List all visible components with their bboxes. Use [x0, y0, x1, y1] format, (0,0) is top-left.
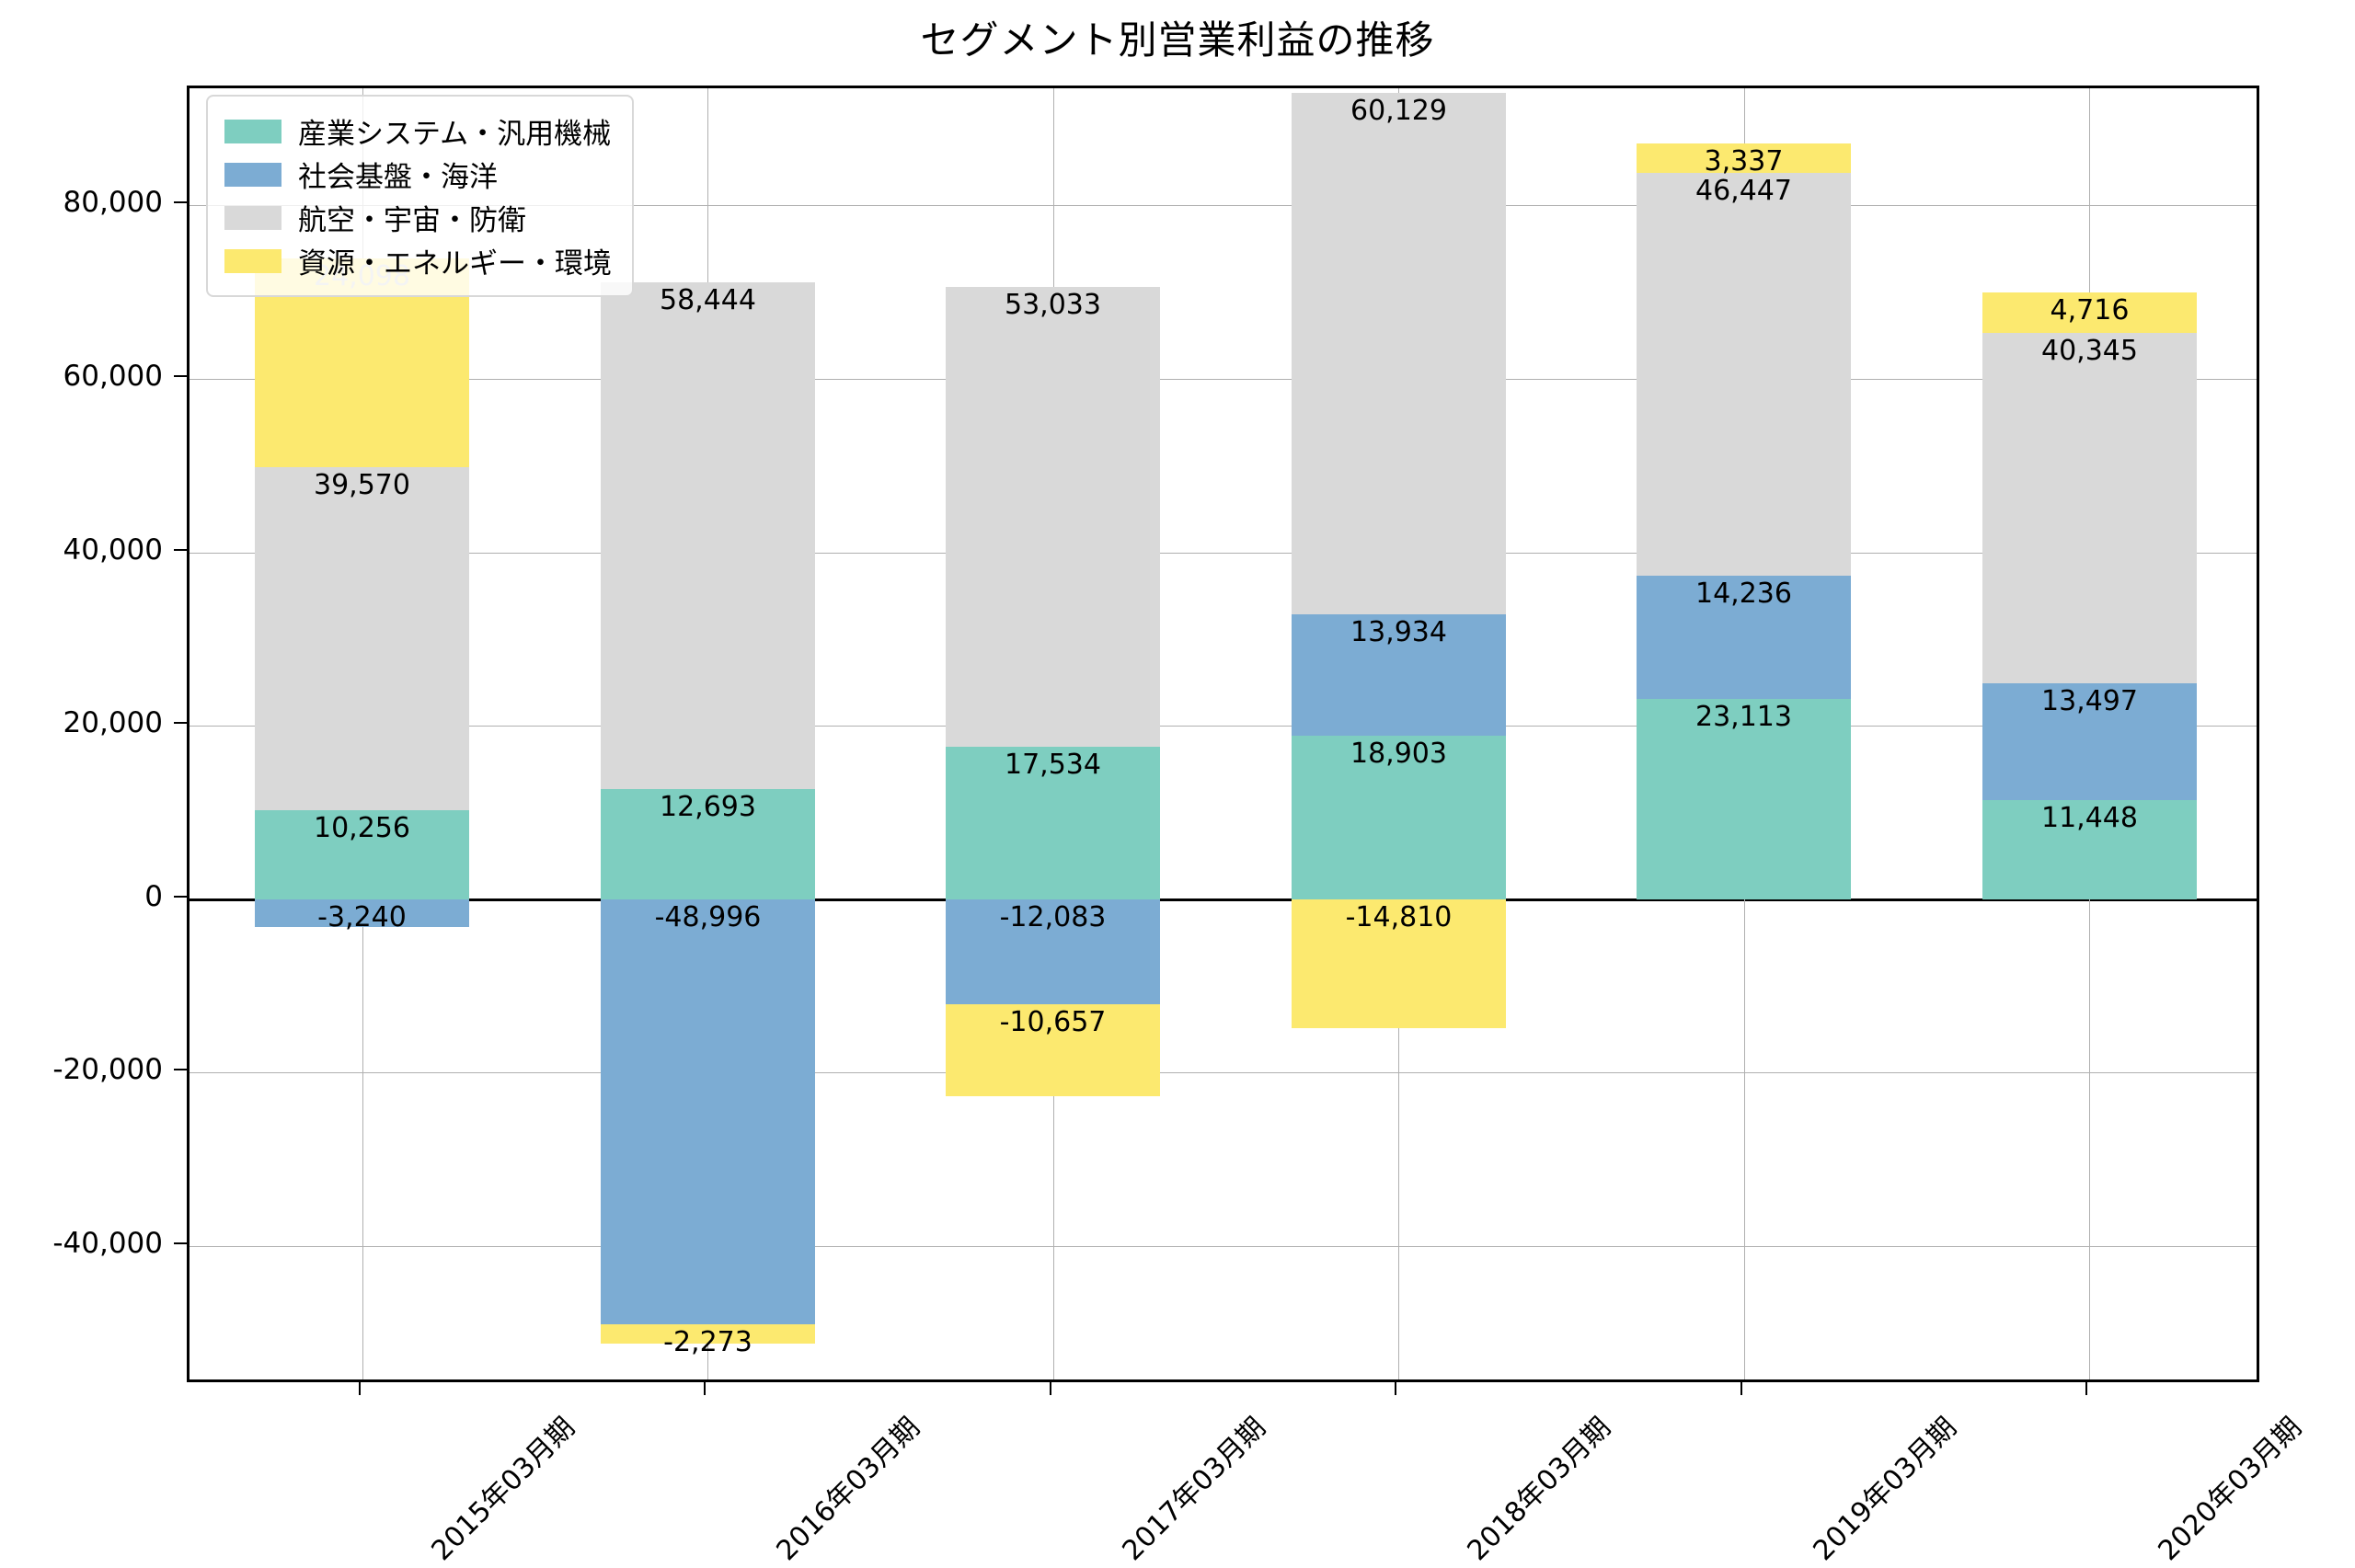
y-tick-mark: [174, 374, 187, 377]
gridline-horizontal: [190, 726, 2257, 727]
gridline-horizontal: [190, 378, 2257, 380]
y-axis-title: 営業利益（百万円）: [0, 0, 55, 1561]
y-tick-label: 80,000: [63, 186, 163, 220]
x-tick-label: 2015年03月期: [425, 1411, 581, 1568]
y-tick-mark: [174, 1242, 187, 1245]
legend-item-label: 産業システム・汎用機械: [298, 118, 612, 151]
y-tick-label: -40,000: [52, 1227, 163, 1261]
bar-value-label: 11,448: [2041, 801, 2138, 834]
gridline-horizontal: [190, 1246, 2257, 1248]
legend-item-0[interactable]: 産業システム・汎用機械: [224, 109, 612, 153]
y-tick-label: 60,000: [63, 359, 163, 393]
legend-swatch-icon: [224, 162, 281, 187]
bar-value-label: -12,083: [999, 900, 1107, 933]
bar-segment[interactable]: 10,256: [255, 810, 469, 899]
x-tick-label: 2017年03月期: [1116, 1411, 1272, 1568]
bar-segment[interactable]: 18,903: [1292, 735, 1506, 899]
bar-segment[interactable]: 58,444: [601, 281, 815, 790]
bar-value-label: 10,256: [314, 812, 410, 845]
bar-value-label: 14,236: [1695, 577, 1792, 610]
y-tick-label: 40,000: [63, 532, 163, 567]
legend-item-label: 航空・宇宙・防衛: [298, 204, 526, 237]
bar-segment[interactable]: -12,083: [946, 898, 1160, 1004]
x-tick-mark: [2085, 1382, 2088, 1395]
bar-segment[interactable]: 13,934: [1292, 614, 1506, 736]
bar-segment[interactable]: -48,996: [601, 898, 815, 1324]
x-tick-mark: [1395, 1382, 1397, 1395]
chart-legend[interactable]: 産業システム・汎用機械 社会基盤・海洋 航空・宇宙・防衛資源・エネルギー・環境: [206, 95, 634, 297]
bar-value-label: 4,716: [2050, 293, 2130, 326]
bar-segment[interactable]: 53,033: [946, 287, 1160, 748]
gridline-horizontal: [190, 552, 2257, 554]
x-tick-mark: [704, 1382, 706, 1395]
bar-segment[interactable]: 11,448: [1982, 799, 2197, 899]
gridline-horizontal: [190, 205, 2257, 207]
gridline-horizontal: [190, 1072, 2257, 1074]
bar-value-label: 12,693: [660, 791, 756, 824]
y-tick-mark: [174, 895, 187, 898]
bar-value-label: 23,113: [1695, 700, 1792, 733]
bar-segment[interactable]: 40,345: [1982, 333, 2197, 683]
bar-segment[interactable]: 46,447: [1637, 172, 1851, 576]
y-tick-label: 0: [144, 879, 163, 913]
bar-value-label: -10,657: [999, 1005, 1107, 1038]
bar-segment[interactable]: 4,716: [1982, 292, 2197, 334]
y-tick-label: 20,000: [63, 706, 163, 740]
legend-item-label: 社会基盤・海洋: [298, 161, 498, 194]
bar-segment[interactable]: -2,273: [601, 1323, 815, 1358]
x-tick-mark: [358, 1382, 361, 1395]
bar-segment[interactable]: 3,337: [1637, 143, 1851, 177]
bar-value-label: -14,810: [1345, 900, 1453, 933]
zero-baseline: [190, 898, 2257, 901]
legend-item-3[interactable]: 資源・エネルギー・環境: [224, 239, 612, 282]
page-title: セグメント別営業利益の推移: [920, 17, 1435, 63]
bar-value-label: 46,447: [1695, 174, 1792, 207]
bar-value-label: 39,570: [314, 468, 410, 501]
bar-value-label: 60,129: [1350, 95, 1447, 128]
bar-segment[interactable]: 60,129: [1292, 93, 1506, 615]
legend-item-1[interactable]: 社会基盤・海洋: [224, 153, 612, 196]
legend-swatch-icon: [224, 248, 281, 273]
x-tick-label: 2016年03月期: [770, 1411, 927, 1568]
bar-value-label: -48,996: [654, 900, 762, 933]
y-tick-mark: [174, 201, 187, 204]
y-tick-mark: [174, 548, 187, 551]
y-tick-mark: [174, 1069, 187, 1071]
bar-value-label: 13,497: [2041, 684, 2138, 717]
x-tick-label: 2019年03月期: [1807, 1411, 1963, 1568]
x-tick-mark: [1740, 1382, 1742, 1395]
bar-segment[interactable]: 17,534: [946, 747, 1160, 899]
bar-segment[interactable]: 12,693: [601, 789, 815, 899]
bar-segment[interactable]: 14,236: [1637, 575, 1851, 699]
bar-segment[interactable]: -3,240: [255, 898, 469, 933]
x-tick-mark: [1049, 1382, 1051, 1395]
bar-segment[interactable]: 13,497: [1982, 682, 2197, 800]
bar-value-label: 17,534: [1005, 749, 1101, 782]
y-tick-label: -20,000: [52, 1053, 163, 1087]
x-tick-label: 2020年03月期: [2152, 1411, 2309, 1568]
bar-value-label: 13,934: [1350, 616, 1447, 649]
bar-segment[interactable]: 39,570: [255, 466, 469, 811]
legend-swatch-icon: [224, 119, 281, 143]
legend-swatch-icon: [224, 205, 281, 230]
y-tick-mark: [174, 722, 187, 725]
bar-segment[interactable]: -14,810: [1292, 898, 1506, 1028]
x-tick-label: 2018年03月期: [1461, 1411, 1618, 1568]
bar-segment[interactable]: 23,113: [1637, 698, 1851, 899]
bar-segment[interactable]: -10,657: [946, 1003, 1160, 1097]
bar-value-label: 53,033: [1005, 289, 1101, 322]
bar-value-label: 40,345: [2041, 335, 2138, 368]
legend-item-label: 資源・エネルギー・環境: [298, 247, 612, 280]
legend-item-2[interactable]: 航空・宇宙・防衛: [224, 196, 612, 239]
bar-value-label: 18,903: [1350, 737, 1447, 770]
